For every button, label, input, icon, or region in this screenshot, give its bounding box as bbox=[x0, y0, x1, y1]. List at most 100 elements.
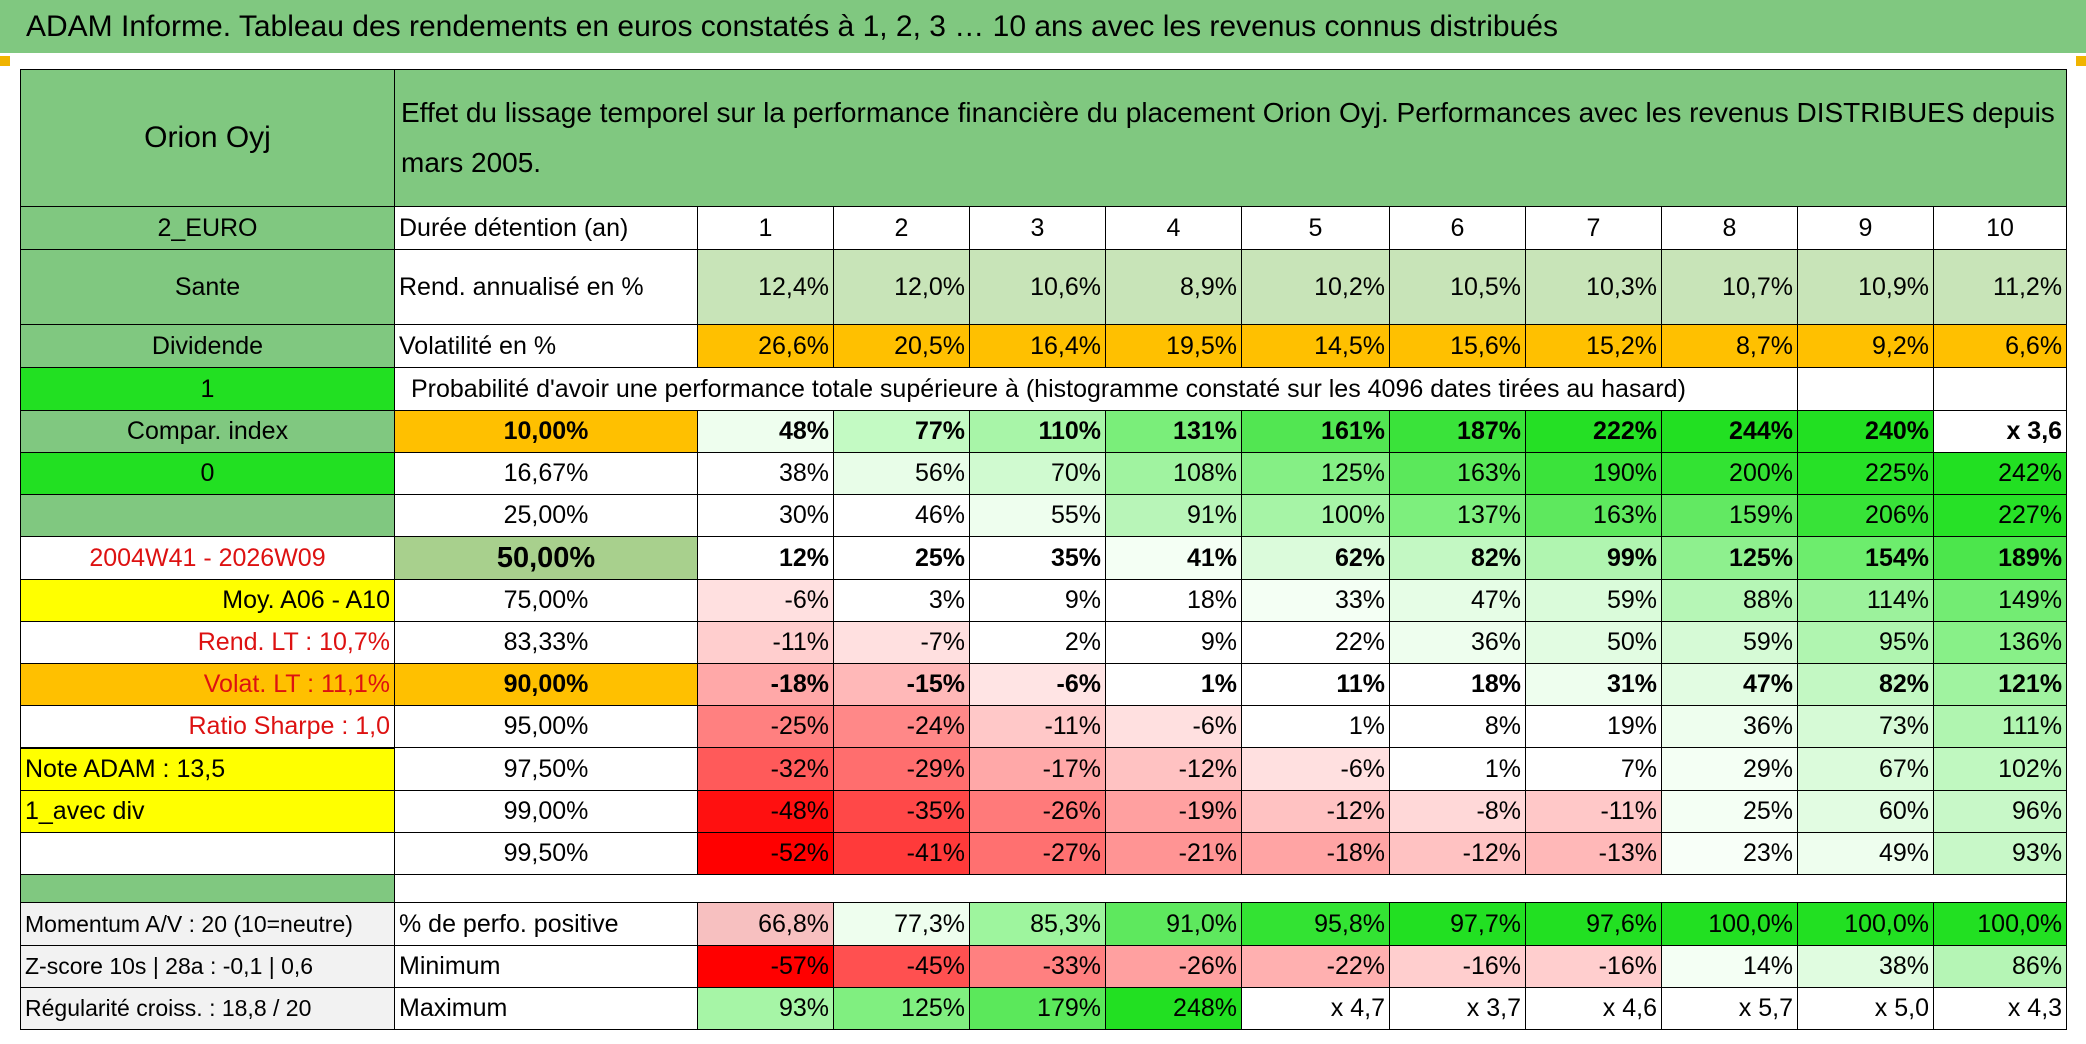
minimum-cell: 14% bbox=[1661, 945, 1798, 988]
minimum-cell: -57% bbox=[697, 945, 834, 988]
probability-cell: -12% bbox=[1389, 832, 1526, 875]
probability-cell: -11% bbox=[969, 705, 1106, 748]
rend-cell: 10,5% bbox=[1389, 249, 1526, 325]
spacer-green bbox=[20, 874, 395, 903]
rend-cell: 10,2% bbox=[1241, 249, 1390, 325]
positive-cell: 95,8% bbox=[1241, 902, 1390, 946]
probability-cell: 93% bbox=[1932, 832, 2068, 875]
probability-cell: 60% bbox=[1797, 790, 1934, 833]
flag-one: 1 bbox=[20, 367, 395, 411]
probability-cell: 99% bbox=[1525, 536, 1662, 580]
probability-cell: 9% bbox=[969, 579, 1106, 622]
probability-cell: x 3,6 bbox=[1932, 410, 2068, 453]
probability-cell: -32% bbox=[697, 747, 834, 791]
probability-threshold: 83,33% bbox=[394, 621, 698, 664]
volat-lt-label: Volat. LT : 11,1% bbox=[20, 663, 395, 706]
probability-cell: 114% bbox=[1797, 579, 1934, 622]
probability-cell: 190% bbox=[1525, 452, 1662, 495]
probability-cell: 242% bbox=[1932, 452, 2068, 495]
probability-cell: 108% bbox=[1105, 452, 1242, 495]
vol-cell: 14,5% bbox=[1241, 324, 1390, 368]
vol-cell: 15,6% bbox=[1389, 324, 1526, 368]
positive-cell: 77,3% bbox=[833, 902, 970, 946]
probability-cell: 19% bbox=[1525, 705, 1662, 748]
corner-marker-left bbox=[0, 56, 10, 66]
probability-cell: 7% bbox=[1525, 747, 1662, 791]
minimum-cell: -45% bbox=[833, 945, 970, 988]
rend-label: Rend. annualisé en % bbox=[394, 249, 698, 325]
probability-cell: -18% bbox=[1241, 832, 1390, 875]
probability-cell: 91% bbox=[1105, 494, 1242, 537]
probability-label: Probabilité d'avoir une performance tota… bbox=[394, 367, 1798, 411]
probability-cell: -7% bbox=[833, 621, 970, 664]
probability-cell: 149% bbox=[1932, 579, 2068, 622]
probability-cell: 2% bbox=[969, 621, 1106, 664]
probability-cell: 55% bbox=[969, 494, 1106, 537]
probability-cell: 222% bbox=[1525, 410, 1662, 453]
maximum-cell: 125% bbox=[833, 987, 970, 1030]
vol-cell: 6,6% bbox=[1932, 324, 2068, 368]
probability-cell: 1% bbox=[1241, 705, 1390, 748]
maximum-cell: 179% bbox=[969, 987, 1106, 1030]
probability-cell: 121% bbox=[1932, 663, 2068, 706]
positive-cell: 97,6% bbox=[1525, 902, 1662, 946]
year-header: 2 bbox=[833, 206, 970, 250]
year-header: 7 bbox=[1525, 206, 1662, 250]
probability-row: 0 16,67% 38% 56% 70% 108% 125% 163% 190% 200% 225%… bbox=[20, 452, 2068, 495]
vol-cell: 26,6% bbox=[697, 324, 834, 368]
probability-threshold: 50,00% bbox=[394, 536, 698, 580]
probability-row: Compar. index 10,00% 48% 77% 110% 131% 161% 187… bbox=[20, 410, 2068, 453]
probability-cell: 47% bbox=[1389, 579, 1526, 622]
probability-cell: -24% bbox=[833, 705, 970, 748]
probability-cell: 102% bbox=[1932, 747, 2068, 791]
report-title: ADAM Informe. Tableau des rendements en … bbox=[0, 0, 2086, 53]
maximum-cell: x 3,7 bbox=[1389, 987, 1526, 1030]
probability-cell: -25% bbox=[697, 705, 834, 748]
rend-cell: 12,4% bbox=[697, 249, 834, 325]
probability-cell: -8% bbox=[1389, 790, 1526, 833]
probability-cell: 29% bbox=[1661, 747, 1798, 791]
rend-cell: 10,9% bbox=[1797, 249, 1934, 325]
rend-cell: 10,7% bbox=[1661, 249, 1798, 325]
year-header: 3 bbox=[969, 206, 1106, 250]
probability-cell: -11% bbox=[1525, 790, 1662, 833]
probability-cell: 22% bbox=[1241, 621, 1390, 664]
probability-cell: 49% bbox=[1797, 832, 1934, 875]
probability-cell: 77% bbox=[833, 410, 970, 453]
probability-cell: 31% bbox=[1525, 663, 1662, 706]
probability-cell: 67% bbox=[1797, 747, 1934, 791]
empty-cell bbox=[1932, 367, 2068, 411]
probability-cell: 36% bbox=[1389, 621, 1526, 664]
probability-cell: 59% bbox=[1661, 621, 1798, 664]
zscore-label: Z-score 10s | 28a : -0,1 | 0,6 bbox=[20, 945, 395, 988]
positive-cell: 97,7% bbox=[1389, 902, 1526, 946]
probability-cell: 206% bbox=[1797, 494, 1934, 537]
maximum-cell: x 4,6 bbox=[1525, 987, 1662, 1030]
probability-cell: 161% bbox=[1241, 410, 1390, 453]
vol-cell: 15,2% bbox=[1525, 324, 1662, 368]
probability-cell: -26% bbox=[969, 790, 1106, 833]
probability-threshold: 10,00% bbox=[394, 410, 698, 453]
probability-cell: 59% bbox=[1525, 579, 1662, 622]
probability-cell: 30% bbox=[697, 494, 834, 537]
year-header: 8 bbox=[1661, 206, 1798, 250]
probability-cell: -29% bbox=[833, 747, 970, 791]
probability-cell: 38% bbox=[697, 452, 834, 495]
probability-cell: 100% bbox=[1241, 494, 1390, 537]
probability-cell: 8% bbox=[1389, 705, 1526, 748]
probability-cell: 23% bbox=[1661, 832, 1798, 875]
corner-marker-right bbox=[2076, 56, 2086, 66]
year-header: 5 bbox=[1241, 206, 1390, 250]
variant-label: 1_avec div bbox=[20, 790, 395, 833]
probability-cell: 125% bbox=[1241, 452, 1390, 495]
moy-label: Moy. A06 - A10 bbox=[20, 579, 395, 622]
probability-threshold: 25,00% bbox=[394, 494, 698, 537]
probability-cell: 154% bbox=[1797, 536, 1934, 580]
flag-zero: 0 bbox=[20, 452, 395, 495]
probability-cell: 1% bbox=[1389, 747, 1526, 791]
probability-cell: 159% bbox=[1661, 494, 1798, 537]
sector-label: Sante bbox=[20, 249, 395, 325]
probability-cell: -13% bbox=[1525, 832, 1662, 875]
probability-cell: -35% bbox=[833, 790, 970, 833]
probability-cell: 62% bbox=[1241, 536, 1390, 580]
